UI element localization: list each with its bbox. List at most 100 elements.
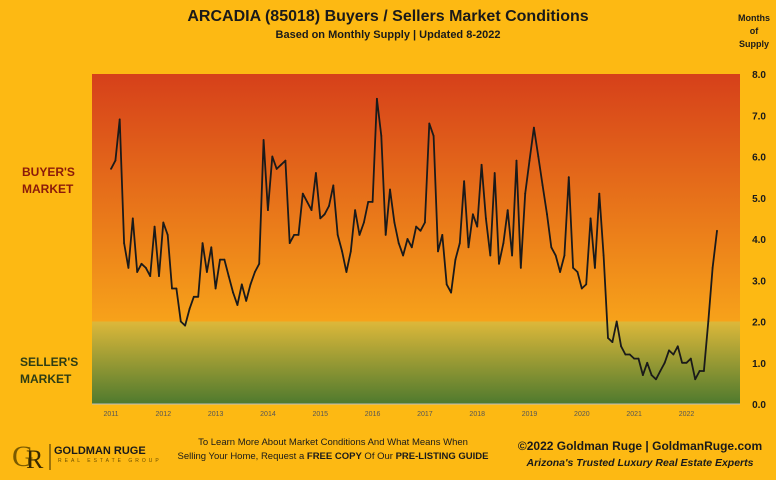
data-point (184, 324, 187, 327)
market-conditions-chart: 0.0 1.0 2.0 3.0 4.0 5.0 6.0 7.0 8.0 2011 2012 2013 2… (92, 70, 766, 418)
cta-text: Selling Your Home, Request a (177, 451, 307, 462)
svg-text:G: G (12, 440, 34, 473)
goldman-ruge-logo-icon: G R (12, 440, 51, 474)
x-tick-label: 2011 (103, 411, 118, 418)
y-tick-label: 1.0 (752, 359, 766, 370)
data-point (149, 275, 152, 278)
data-point (284, 159, 287, 162)
data-point (336, 233, 339, 236)
data-point (641, 374, 644, 377)
data-point (210, 246, 213, 249)
data-point (498, 262, 500, 265)
data-point (376, 97, 378, 100)
data-point (703, 370, 705, 372)
data-point (258, 262, 261, 265)
data-point (371, 200, 374, 203)
data-point (471, 213, 474, 216)
data-point (367, 200, 370, 203)
data-point (197, 295, 200, 298)
data-point (676, 345, 679, 348)
data-point (428, 122, 431, 125)
data-point (319, 217, 322, 220)
data-point (131, 217, 134, 220)
data-point (332, 184, 335, 187)
x-tick-label: 2022 (679, 411, 695, 418)
tagline-text: Arizona's Trusted Luxury Real Estate Exp… (526, 457, 754, 469)
data-point (206, 271, 208, 273)
sellers-market-label-line: MARKET (20, 372, 72, 386)
data-point (611, 341, 614, 344)
data-point (511, 254, 513, 257)
data-point (454, 258, 457, 261)
data-point (253, 271, 256, 273)
data-point (633, 357, 636, 360)
data-point (445, 283, 448, 286)
data-point (301, 192, 304, 195)
sellers-market-label-line: SELLER'S (20, 355, 79, 369)
data-point (297, 233, 300, 236)
data-point (275, 167, 278, 170)
data-point (389, 188, 391, 191)
data-point (541, 184, 544, 187)
data-point (628, 353, 631, 356)
data-point (201, 242, 204, 245)
data-point (410, 246, 413, 249)
data-point (485, 217, 487, 220)
data-point (175, 287, 178, 290)
data-point (140, 262, 143, 265)
data-point (607, 337, 609, 339)
data-point (489, 254, 492, 257)
data-point (162, 221, 165, 224)
data-point (476, 225, 479, 228)
chart-title: ARCADIA (85018) Buyers / Sellers Market … (187, 8, 589, 25)
data-point (554, 254, 557, 257)
sellers-market-band (92, 321, 740, 404)
y-tick-label: 2.0 (752, 318, 766, 329)
data-point (594, 266, 596, 269)
data-point (480, 163, 483, 166)
call-to-action-text: To Learn More About Market Conditions An… (168, 436, 498, 464)
data-point (585, 283, 588, 286)
data-point (166, 233, 169, 236)
data-point (493, 172, 496, 174)
supply-series-line (110, 97, 718, 381)
svg-text:R: R (26, 445, 44, 474)
data-point (423, 221, 426, 224)
data-point (441, 233, 444, 236)
data-point (402, 254, 405, 257)
data-point (681, 361, 684, 364)
data-point (249, 283, 252, 286)
data-point (127, 266, 130, 269)
data-point (315, 172, 317, 174)
buyers-market-label-line: BUYER'S (22, 165, 75, 179)
data-point (288, 242, 291, 245)
data-point (280, 163, 282, 166)
data-point (716, 229, 718, 232)
x-tick-label: 2013 (208, 411, 224, 418)
x-tick-label: 2019 (522, 411, 538, 418)
x-tick-label: 2012 (156, 411, 172, 418)
data-point (711, 266, 714, 269)
data-point (262, 139, 265, 141)
data-point (546, 213, 548, 216)
data-point (559, 271, 561, 273)
data-point (415, 225, 418, 228)
cta-pre-listing-guide: PRE-LISTING GUIDE (395, 451, 489, 462)
data-point (506, 209, 509, 212)
data-point (114, 159, 117, 162)
data-point (655, 378, 657, 381)
buyers-market-label: BUYER'S MARKET (22, 164, 75, 198)
y-tick-label: 3.0 (752, 276, 766, 287)
data-point (567, 176, 570, 179)
y-tick-label: 0.0 (752, 400, 766, 411)
data-point (171, 287, 173, 290)
data-point (515, 159, 518, 162)
data-point (188, 308, 191, 311)
y-tick-label: 6.0 (752, 153, 766, 164)
data-point (358, 233, 361, 236)
data-point (310, 209, 313, 212)
y-axis-title-line: of (749, 26, 759, 36)
data-point (537, 155, 540, 158)
data-point (384, 233, 387, 236)
data-point (393, 221, 396, 224)
